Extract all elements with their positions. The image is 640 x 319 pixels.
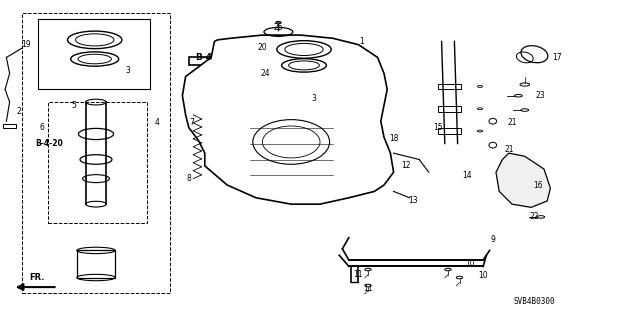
Bar (77, 250, 115, 278)
Text: SVB4B0300: SVB4B0300 (513, 297, 556, 306)
Polygon shape (182, 35, 394, 204)
Text: 1: 1 (359, 37, 364, 46)
Text: 4: 4 (154, 118, 159, 127)
Bar (3, 124, 16, 128)
Text: 21: 21 (504, 145, 513, 154)
Text: 10: 10 (465, 259, 476, 268)
Text: 13: 13 (408, 197, 418, 205)
Text: B-4: B-4 (195, 53, 212, 62)
Text: 22: 22 (530, 212, 539, 221)
Text: 9: 9 (490, 235, 495, 244)
Text: 5: 5 (71, 101, 76, 110)
Text: 16: 16 (532, 181, 543, 189)
Text: 14: 14 (462, 171, 472, 180)
Text: 8: 8 (186, 174, 191, 183)
Text: B-4-20: B-4-20 (35, 139, 63, 148)
Text: 15: 15 (433, 123, 444, 132)
Bar (48, 102, 147, 223)
Text: 3: 3 (311, 94, 316, 103)
Text: 19: 19 (20, 40, 31, 49)
Text: 20: 20 (257, 43, 268, 52)
Text: 17: 17 (552, 53, 562, 62)
Text: 18: 18 (389, 134, 398, 143)
Bar (438, 84, 461, 89)
Text: 21: 21 (508, 118, 516, 127)
Bar (189, 57, 213, 65)
Text: 25: 25 (273, 23, 284, 32)
Bar (22, 13, 170, 293)
Text: 23: 23 (536, 91, 546, 100)
Text: 2: 2 (17, 107, 22, 116)
Bar (438, 128, 461, 134)
Text: 10: 10 (478, 271, 488, 280)
Bar (438, 106, 461, 112)
Text: 24: 24 (260, 69, 271, 78)
Text: 12: 12 (402, 161, 411, 170)
Text: 7: 7 (189, 118, 195, 127)
Text: 6: 6 (39, 123, 44, 132)
Text: 3: 3 (125, 66, 131, 75)
Text: FR.: FR. (29, 273, 44, 282)
Text: 11: 11 (364, 284, 372, 293)
Text: 11: 11 (354, 270, 363, 279)
Polygon shape (496, 153, 550, 207)
Bar (38, 19, 150, 89)
